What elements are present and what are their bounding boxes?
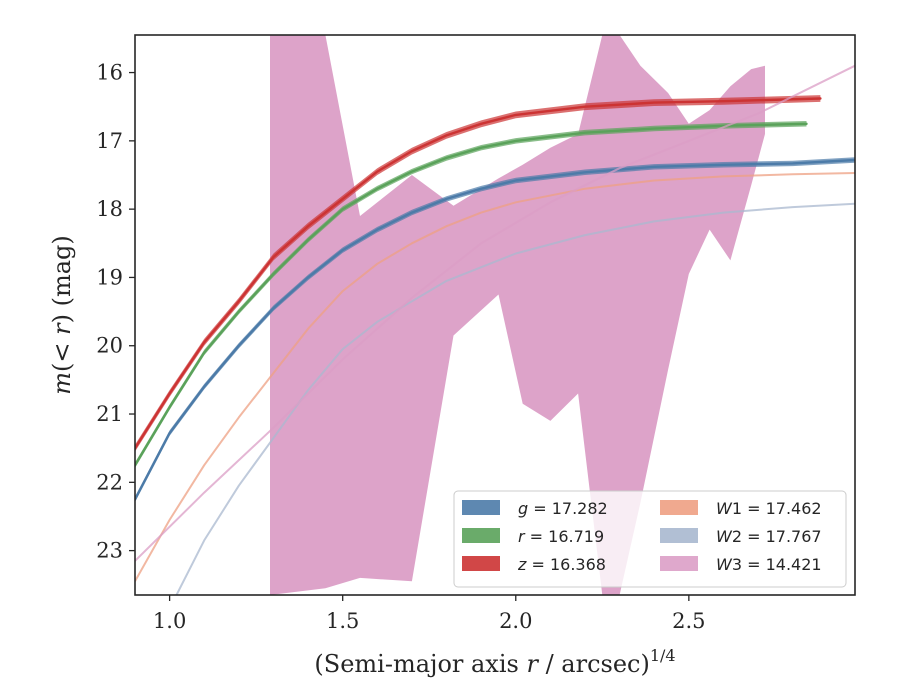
y-tick-label: 18 bbox=[96, 197, 123, 221]
y-tick-label: 17 bbox=[96, 129, 123, 153]
legend-swatch-g bbox=[462, 500, 500, 515]
legend-label-w2: W2 = 17.767 bbox=[716, 527, 822, 546]
series-g-line bbox=[135, 158, 855, 501]
x-tick-label: 2.5 bbox=[672, 609, 705, 633]
y-tick-label: 22 bbox=[96, 470, 123, 494]
series-w3-line bbox=[135, 64, 855, 562]
legend-swatch-z bbox=[462, 556, 500, 571]
plot-frame bbox=[134, 34, 856, 596]
series-w2-line bbox=[175, 202, 855, 595]
series-z-line bbox=[135, 97, 822, 450]
y-tick-label: 19 bbox=[96, 265, 123, 289]
legend-swatch-w1 bbox=[660, 500, 698, 515]
x-axis-label: (Semi-major axis r / arcsec)1/4 bbox=[314, 646, 675, 678]
y-tick-label: 23 bbox=[96, 539, 123, 563]
legend-label-z: z = 16.368 bbox=[517, 555, 606, 574]
series-r-line bbox=[135, 122, 808, 467]
legend-label-r: r = 16.719 bbox=[518, 527, 604, 546]
legend-label-w1: W1 = 17.462 bbox=[716, 499, 822, 518]
w3-uncertainty-band bbox=[270, 35, 765, 595]
x-tick-label: 1.0 bbox=[153, 609, 186, 633]
plot-area bbox=[135, 35, 855, 595]
axis-ticks: 1.0 1.5 2.0 2.5 16 17 18 19 20 21 22 23 bbox=[96, 61, 705, 633]
legend-label-g: g = 17.282 bbox=[518, 499, 608, 518]
legend-frame bbox=[453, 490, 847, 588]
x-tick-label: 1.5 bbox=[326, 609, 359, 633]
legend-swatch-r bbox=[462, 528, 500, 543]
legend: g = 17.282 r = 16.719 z = 16.368 W1 = 17.46… bbox=[453, 490, 847, 588]
y-tick-label: 21 bbox=[96, 402, 123, 426]
legend-swatch-w2 bbox=[660, 528, 698, 543]
series-w1-line bbox=[135, 172, 855, 582]
legend-label-w3: W3 = 14.421 bbox=[716, 555, 822, 574]
y-axis-label: m(< r) (mag) bbox=[48, 235, 76, 395]
legend-swatch-w3 bbox=[660, 556, 698, 571]
x-tick-label: 2.0 bbox=[499, 609, 532, 633]
y-tick-label: 16 bbox=[96, 61, 123, 85]
y-tick-label: 20 bbox=[96, 334, 123, 358]
